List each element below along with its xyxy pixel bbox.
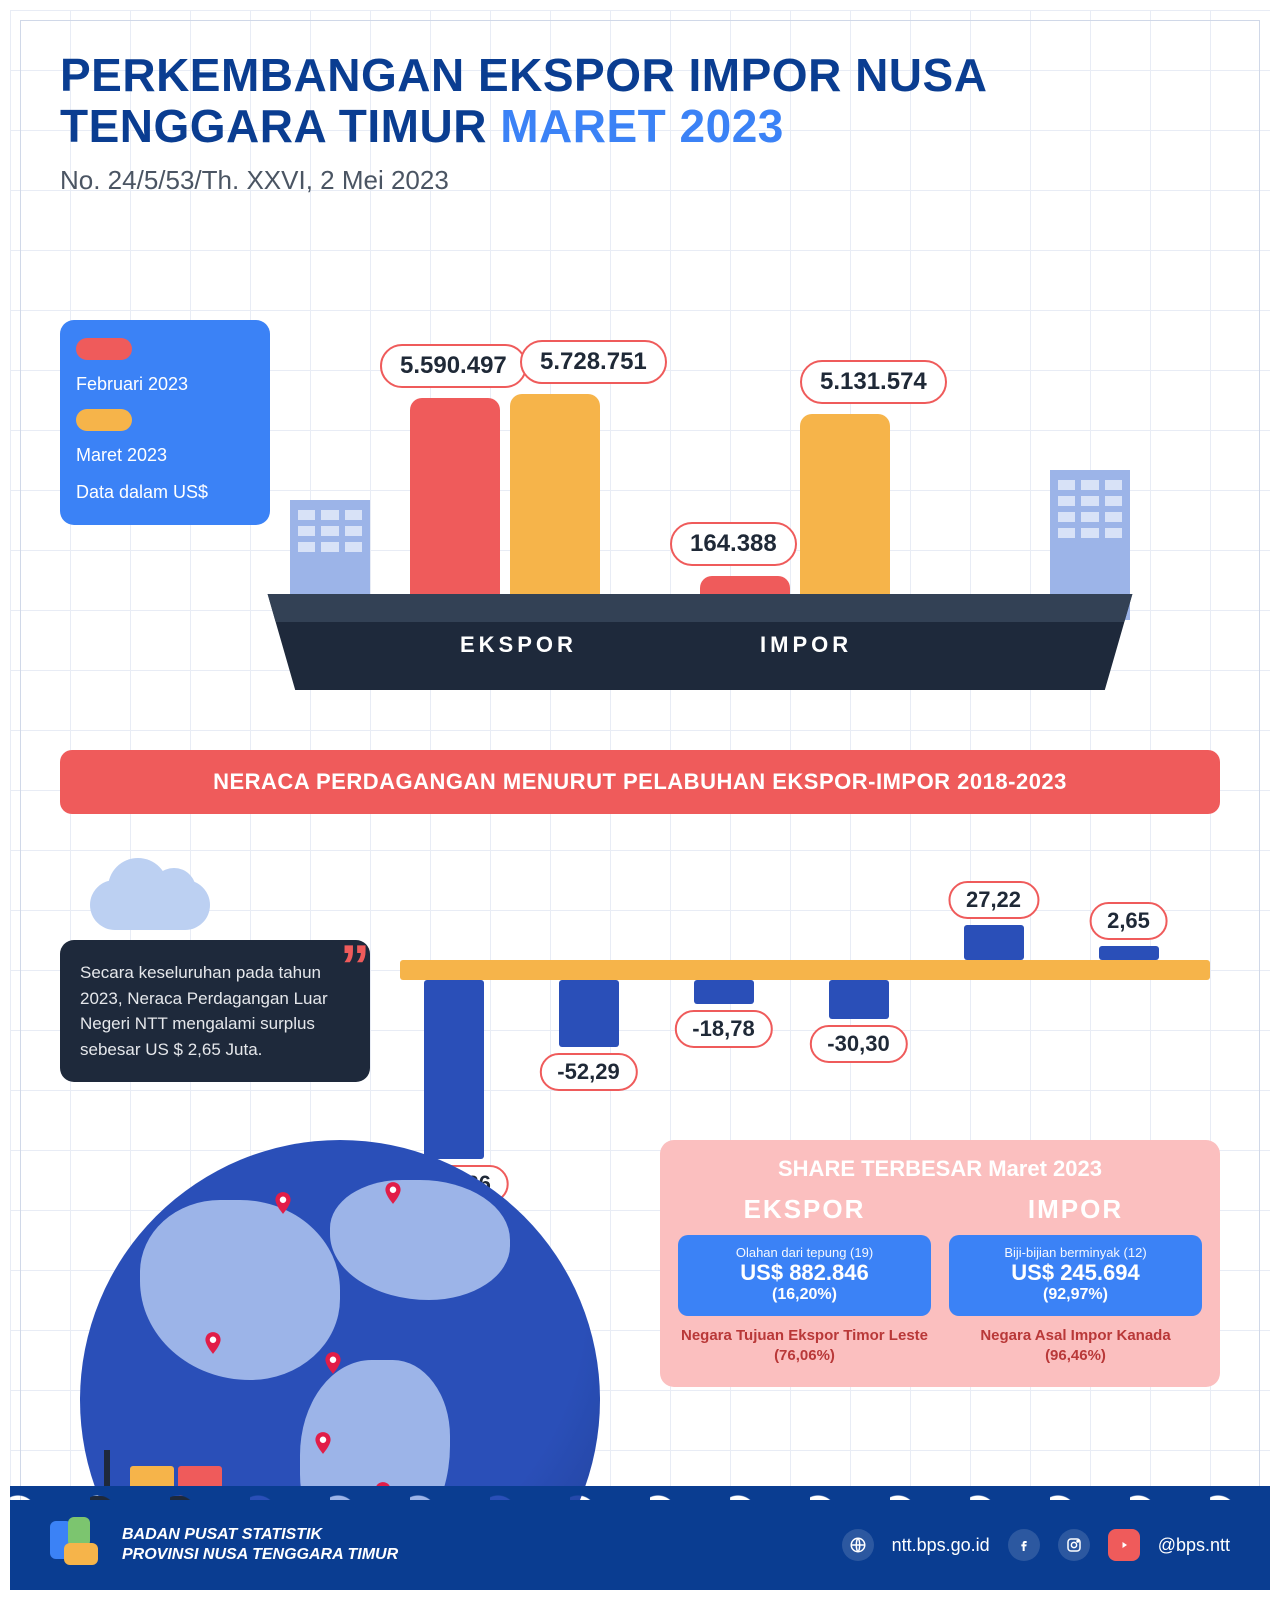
value-impor-mar: 5.131.574	[800, 360, 947, 404]
ship-icon: EKSPOR IMPOR	[60, 570, 1220, 690]
map-pin-icon	[270, 1190, 296, 1216]
share-impor-amount: US$ 245.694	[957, 1260, 1194, 1286]
balance-bar	[694, 980, 754, 1004]
org-text: BADAN PUSAT STATISTIK PROVINSI NUSA TENG…	[122, 1525, 398, 1565]
share-impor-country: Negara Asal Impor Kanada (96,46%)	[949, 1326, 1202, 1365]
header: PERKEMBANGAN EKSPOR IMPOR NUSA TENGGARA …	[60, 50, 1220, 196]
share-impor-pct: (92,97%)	[957, 1286, 1194, 1304]
bar-ekspor-feb	[410, 398, 500, 594]
share-ekspor-pill: Olahan dari tepung (19) US$ 882.846 (16,…	[678, 1235, 931, 1316]
share-impor-item: Biji-bijian berminyak (12)	[957, 1245, 1194, 1260]
share-ekspor-head: EKSPOR	[678, 1194, 931, 1225]
ship-chart: 5.590.497 5.728.751 164.388 5.131.574 EK…	[60, 270, 1220, 690]
label-impor: IMPOR	[760, 632, 852, 658]
map-pin-icon	[320, 1350, 346, 1376]
cloud-icon	[90, 880, 210, 930]
map-pin-icon	[200, 1330, 226, 1356]
instagram-icon[interactable]	[1058, 1529, 1090, 1561]
note-box: ” Secara keseluruhan pada tahun 2023, Ne…	[60, 940, 370, 1082]
share-impor-head: IMPOR	[949, 1194, 1202, 1225]
note-text: Secara keseluruhan pada tahun 2023, Nera…	[80, 963, 328, 1059]
bar-impor-mar	[800, 414, 890, 594]
balance-bar	[559, 980, 619, 1047]
section-banner: NERACA PERDAGANGAN MENURUT PELABUHAN EKS…	[60, 750, 1220, 814]
title-line-2a: TENGGARA TIMUR	[60, 100, 487, 152]
share-ekspor-pct: (16,20%)	[686, 1286, 923, 1304]
map-pin-icon	[380, 1180, 406, 1206]
share-impor-pill: Biji-bijian berminyak (12) US$ 245.694 (…	[949, 1235, 1202, 1316]
org-line-1: BADAN PUSAT STATISTIK	[122, 1525, 398, 1545]
map-pin-icon	[310, 1430, 336, 1456]
bar-ekspor-mar	[510, 394, 600, 595]
share-ekspor-amount: US$ 882.846	[686, 1260, 923, 1286]
balance-value: 27,22	[948, 881, 1039, 919]
footer-handle[interactable]: @bps.ntt	[1158, 1535, 1230, 1556]
org-line-2: PROVINSI NUSA TENGGARA TIMUR	[122, 1545, 398, 1565]
youtube-icon[interactable]	[1108, 1529, 1140, 1561]
subhead: No. 24/5/53/Th. XXVI, 2 Mei 2023	[60, 165, 1220, 196]
balance-bar	[964, 925, 1024, 960]
dribbble-icon[interactable]	[842, 1529, 874, 1561]
balance-bar	[1099, 946, 1159, 960]
facebook-icon[interactable]	[1008, 1529, 1040, 1561]
value-ekspor-mar: 5.728.751	[520, 340, 667, 384]
balance-value: -52,29	[539, 1053, 637, 1091]
share-ekspor: EKSPOR Olahan dari tepung (19) US$ 882.8…	[678, 1194, 931, 1365]
footer-right: ntt.bps.go.id @bps.ntt	[842, 1529, 1230, 1561]
share-ekspor-item: Olahan dari tepung (19)	[686, 1245, 923, 1260]
share-title: SHARE TERBESAR Maret 2023	[678, 1156, 1202, 1182]
label-ekspor: EKSPOR	[460, 632, 577, 658]
footer: BADAN PUSAT STATISTIK PROVINSI NUSA TENG…	[10, 1500, 1270, 1590]
balance-bar	[829, 980, 889, 1019]
footer-site[interactable]: ntt.bps.go.id	[892, 1535, 990, 1556]
quote-icon: ”	[340, 922, 370, 1012]
value-impor-feb: 164.388	[670, 522, 797, 566]
share-box: SHARE TERBESAR Maret 2023 EKSPOR Olahan …	[660, 1140, 1220, 1387]
share-impor: IMPOR Biji-bijian berminyak (12) US$ 245…	[949, 1194, 1202, 1365]
title-accent: MARET 2023	[500, 100, 784, 152]
bps-logo-icon	[50, 1517, 106, 1573]
balance-value: -30,30	[809, 1025, 907, 1063]
globe-graphic	[60, 1120, 620, 1540]
balance-value: 2,65	[1089, 902, 1168, 940]
title-line-2: TENGGARA TIMUR MARET 2023	[60, 101, 1220, 152]
title-line-1: PERKEMBANGAN EKSPOR IMPOR NUSA	[60, 50, 1220, 101]
share-ekspor-country: Negara Tujuan Ekspor Timor Leste (76,06%…	[678, 1326, 931, 1365]
value-ekspor-feb: 5.590.497	[380, 344, 527, 388]
balance-value: -18,78	[674, 1010, 772, 1048]
